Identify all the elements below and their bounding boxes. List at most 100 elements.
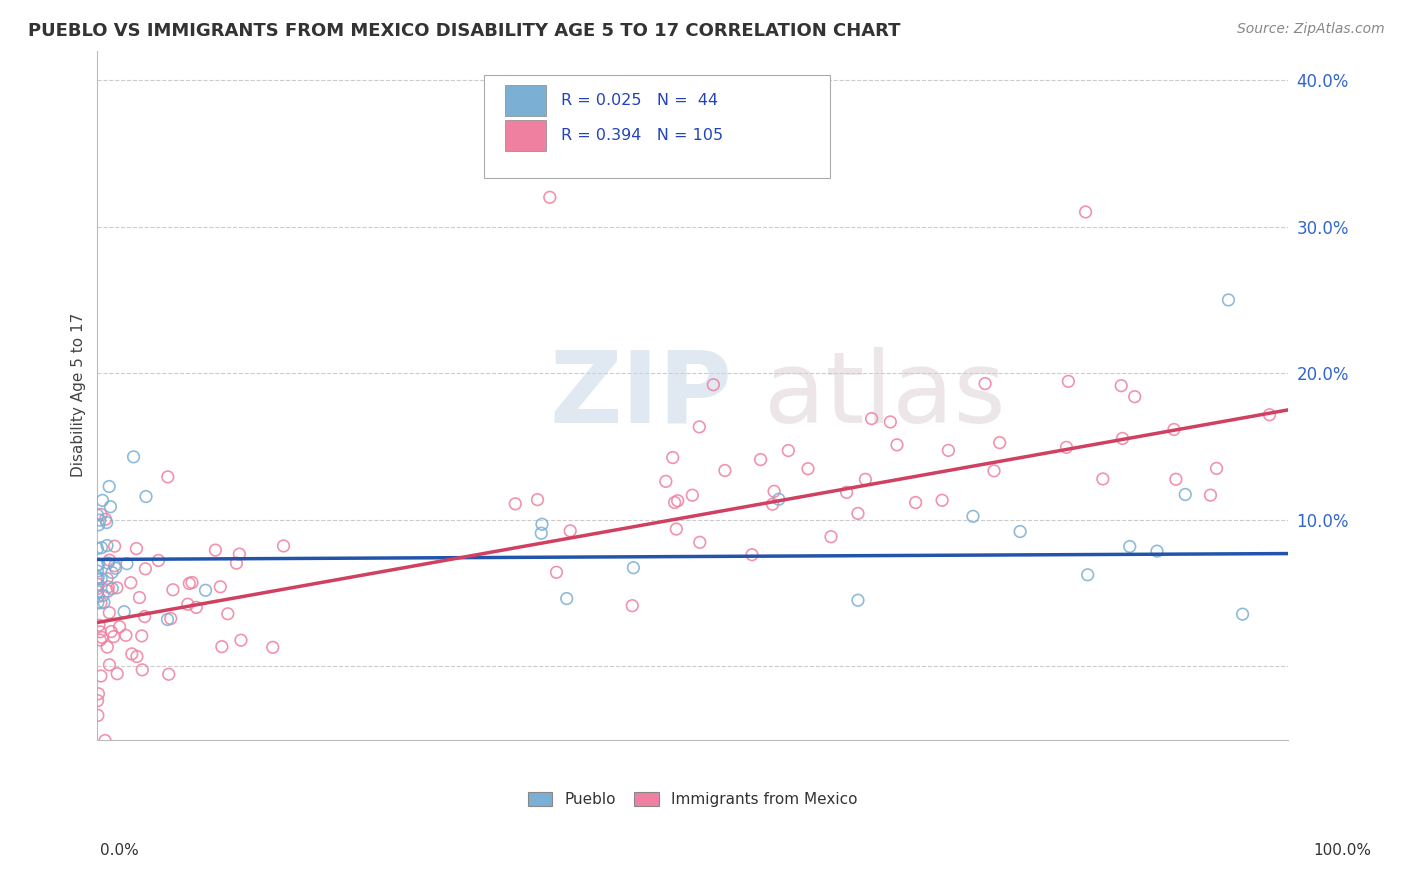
- Point: [530, 517, 553, 532]
- Point: [853, 472, 876, 486]
- Point: [689, 535, 711, 549]
- Point: [538, 190, 561, 204]
- Point: [86, 584, 108, 599]
- Point: [87, 570, 110, 584]
- Point: [96, 640, 118, 654]
- Point: [273, 539, 295, 553]
- Point: [664, 495, 686, 509]
- Point: [91, 493, 114, 508]
- Point: [1232, 607, 1254, 622]
- Point: [91, 631, 114, 645]
- Point: [97, 584, 120, 599]
- Point: [98, 657, 121, 672]
- Point: [131, 629, 153, 643]
- Point: [125, 541, 148, 556]
- Point: [86, 582, 108, 596]
- Point: [655, 475, 678, 489]
- Point: [209, 580, 232, 594]
- Point: [87, 687, 110, 701]
- Point: [974, 376, 997, 391]
- Text: atlas: atlas: [763, 347, 1005, 443]
- Point: [104, 561, 127, 575]
- Point: [778, 443, 800, 458]
- Point: [661, 450, 683, 465]
- Point: [186, 600, 208, 615]
- Point: [194, 583, 217, 598]
- Point: [156, 613, 179, 627]
- Point: [225, 556, 247, 570]
- Point: [122, 450, 145, 464]
- Point: [135, 490, 157, 504]
- Point: [131, 663, 153, 677]
- Point: [1091, 472, 1114, 486]
- Point: [1119, 540, 1142, 554]
- Point: [962, 509, 984, 524]
- Point: [546, 566, 568, 580]
- Point: [94, 742, 117, 756]
- Point: [98, 606, 121, 620]
- Point: [217, 607, 239, 621]
- Text: Source: ZipAtlas.com: Source: ZipAtlas.com: [1237, 22, 1385, 37]
- Point: [1218, 293, 1240, 307]
- Point: [86, 558, 108, 572]
- Point: [1146, 544, 1168, 558]
- Point: [134, 609, 156, 624]
- Point: [555, 591, 578, 606]
- Point: [228, 547, 250, 561]
- Point: [179, 576, 201, 591]
- Point: [91, 589, 114, 603]
- Point: [904, 495, 927, 509]
- Point: [1077, 567, 1099, 582]
- Point: [89, 513, 111, 527]
- Point: [96, 516, 118, 530]
- Point: [1109, 378, 1132, 392]
- Point: [87, 596, 110, 610]
- Point: [86, 693, 108, 707]
- Point: [621, 560, 644, 574]
- Point: [1074, 205, 1097, 219]
- Point: [94, 512, 117, 526]
- Point: [97, 580, 120, 594]
- Text: PUEBLO VS IMMIGRANTS FROM MEXICO DISABILITY AGE 5 TO 17 CORRELATION CHART: PUEBLO VS IMMIGRANTS FROM MEXICO DISABIL…: [28, 22, 901, 40]
- Point: [860, 411, 883, 425]
- Bar: [505, 120, 546, 151]
- Point: [87, 618, 110, 632]
- Point: [1057, 375, 1080, 389]
- Point: [159, 611, 181, 625]
- Bar: [505, 85, 546, 116]
- Point: [120, 575, 142, 590]
- Point: [749, 452, 772, 467]
- Point: [94, 733, 117, 747]
- Point: [98, 479, 121, 493]
- Point: [714, 463, 737, 477]
- Point: [115, 557, 138, 571]
- Point: [104, 558, 127, 573]
- Point: [931, 493, 953, 508]
- Point: [86, 508, 108, 522]
- Point: [103, 539, 125, 553]
- Point: [87, 558, 110, 572]
- Point: [90, 572, 112, 586]
- Point: [835, 485, 858, 500]
- Point: [87, 517, 110, 532]
- Point: [115, 628, 138, 642]
- Point: [103, 630, 125, 644]
- Point: [112, 605, 135, 619]
- Point: [90, 541, 112, 555]
- Point: [820, 530, 842, 544]
- Point: [503, 497, 526, 511]
- Point: [797, 461, 820, 475]
- Point: [134, 562, 156, 576]
- Point: [148, 553, 170, 567]
- Point: [761, 497, 783, 511]
- FancyBboxPatch shape: [484, 75, 830, 178]
- Point: [101, 566, 124, 580]
- Point: [1258, 408, 1281, 422]
- Point: [96, 539, 118, 553]
- Point: [846, 507, 869, 521]
- Point: [177, 597, 200, 611]
- Point: [1054, 441, 1077, 455]
- Point: [1111, 432, 1133, 446]
- Point: [886, 438, 908, 452]
- Point: [681, 488, 703, 502]
